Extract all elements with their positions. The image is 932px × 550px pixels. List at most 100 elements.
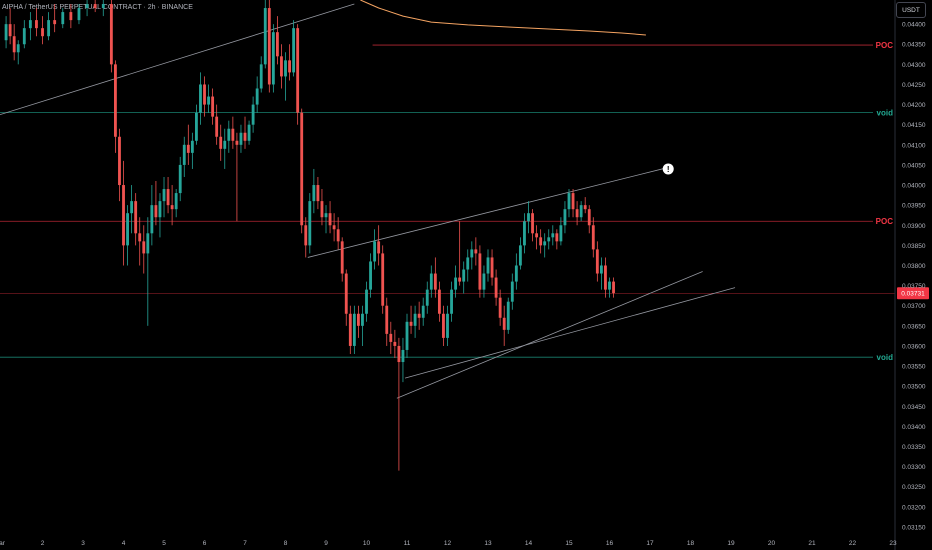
candle — [401, 337, 405, 383]
candle — [12, 24, 16, 61]
candle-body — [466, 257, 470, 270]
candle — [69, 4, 73, 29]
candle — [352, 305, 356, 354]
candle — [235, 132, 239, 222]
candle — [494, 269, 498, 306]
candle — [142, 225, 146, 274]
candle — [405, 313, 409, 359]
candle-body — [490, 257, 494, 278]
candle-body — [539, 237, 543, 246]
time-tick-label: 14 — [525, 540, 533, 547]
candle-body — [551, 233, 555, 238]
candle-body — [142, 241, 146, 254]
candle — [93, 0, 97, 13]
candle — [555, 229, 559, 250]
candle — [361, 305, 364, 346]
candle-body — [361, 313, 364, 326]
candle — [320, 189, 324, 226]
candle — [239, 124, 243, 153]
candle-body — [474, 249, 478, 254]
candle — [186, 124, 190, 165]
candle-body — [604, 265, 607, 290]
candle-body — [22, 28, 26, 45]
currency-selector[interactable]: USDT — [896, 2, 926, 18]
candle — [458, 221, 462, 286]
candle-body — [178, 164, 182, 194]
candle-body — [47, 20, 51, 37]
price-tick-label: 0.03850 — [902, 243, 926, 250]
candle-body — [130, 201, 134, 214]
candle-body — [296, 28, 300, 113]
candle-body — [450, 289, 453, 314]
moving-average — [360, 0, 646, 36]
candle-body — [377, 241, 381, 254]
candle-body — [259, 64, 263, 89]
candle — [385, 297, 389, 346]
candle — [328, 201, 332, 234]
trendline — [404, 287, 736, 379]
candle-body — [502, 317, 506, 330]
candle — [134, 193, 138, 246]
price-tick-label: 0.03550 — [902, 364, 926, 371]
time-tick-label: 7 — [243, 540, 247, 547]
candle — [433, 257, 437, 298]
time-axis: ar 2 3 4 5 6 7 8 9 10 11 12 13 14 15 16 17 18 19 20 21 22 23 — [0, 540, 897, 547]
candle — [215, 104, 219, 145]
candle-body — [77, 8, 81, 21]
candle-body — [243, 132, 247, 141]
price-tick-label: 0.03750 — [902, 283, 926, 290]
candle — [271, 24, 275, 93]
candle — [381, 245, 385, 314]
candle-body — [53, 20, 57, 25]
candle — [292, 20, 296, 77]
price-tick-label: 0.03150 — [902, 524, 926, 531]
candle — [539, 229, 543, 254]
candle-body — [587, 209, 591, 226]
candle-body — [413, 313, 417, 326]
candle — [527, 201, 530, 234]
candle — [551, 225, 555, 246]
candle — [502, 305, 506, 346]
price-tick-label: 0.03350 — [902, 444, 926, 451]
candle-body — [126, 213, 129, 246]
candle — [510, 273, 514, 310]
candle — [608, 277, 611, 298]
candle — [61, 8, 65, 29]
time-tick-label: 17 — [646, 540, 654, 547]
candle — [595, 241, 599, 282]
candle — [377, 225, 381, 266]
time-tick-label: 4 — [122, 540, 126, 547]
candle-body — [146, 233, 150, 254]
price-tick-label: 0.03400 — [902, 424, 926, 431]
candle — [409, 305, 413, 334]
void-level-label: void — [877, 353, 894, 362]
candle-body — [352, 313, 356, 346]
candle — [437, 281, 441, 322]
candle — [109, 0, 113, 73]
candle-body — [543, 241, 547, 246]
candle — [340, 237, 344, 282]
time-tick-label: 6 — [203, 540, 207, 547]
price-axis: 0.04400 0.04350 0.04300 0.04250 0.04200 0.041… — [894, 0, 926, 550]
candle — [563, 201, 567, 234]
price-tick-label: 0.04250 — [902, 82, 926, 89]
candle-body — [433, 273, 437, 290]
candle-body — [482, 273, 486, 290]
candle-body — [340, 241, 344, 274]
candle — [571, 189, 575, 218]
candle — [275, 16, 279, 65]
candle-body — [454, 277, 458, 290]
candle-body — [429, 273, 433, 290]
candle-body — [401, 349, 405, 363]
candle-body — [251, 104, 255, 125]
time-tick-label: 5 — [162, 540, 166, 547]
time-tick-label: 22 — [849, 540, 857, 547]
price-tick-label: 0.03450 — [902, 404, 926, 411]
candle — [559, 217, 563, 246]
candle — [514, 253, 518, 290]
candle-body — [494, 277, 498, 298]
candle-body — [421, 305, 425, 318]
candle — [348, 305, 352, 354]
time-tick-label: 11 — [404, 540, 411, 547]
